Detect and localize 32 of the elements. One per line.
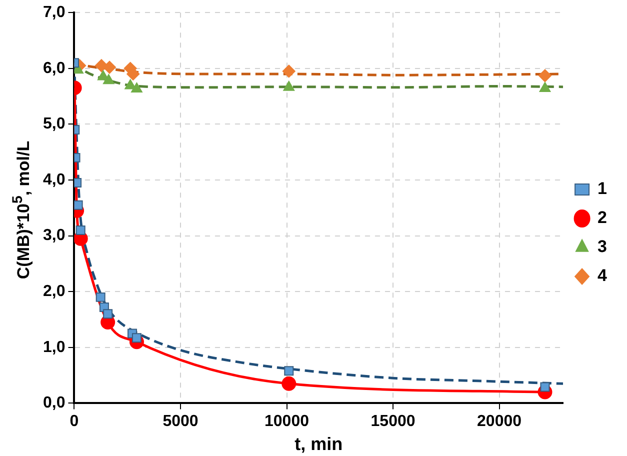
x-tick-label: 10000 (264, 413, 310, 430)
point (103, 60, 116, 74)
point (282, 376, 296, 391)
y-tick-label: 3,0 (42, 227, 66, 244)
y-tick-label: 4,0 (42, 171, 66, 188)
x-tick-label: 5000 (162, 413, 198, 430)
legend-label: 4 (598, 266, 608, 286)
point (74, 200, 83, 210)
point (102, 74, 114, 84)
y-tick-label: 0,0 (42, 394, 66, 412)
y-tick-label: 5,0 (42, 116, 66, 133)
point (538, 69, 552, 82)
point (76, 225, 86, 235)
point (540, 382, 550, 392)
point (539, 82, 551, 92)
y-tick-label: 1,0 (42, 338, 66, 356)
y-tick-label: 7,0 (42, 4, 66, 22)
point (283, 80, 295, 91)
x-tick-label: 20000 (477, 413, 522, 430)
point (103, 309, 113, 319)
y-tick-label: 2,0 (42, 283, 66, 300)
x-tick-label: 15000 (370, 413, 416, 430)
y-tick-label: 6,0 (42, 60, 66, 77)
legend-label: 3 (598, 237, 608, 256)
point (284, 366, 294, 376)
x-tick-label: 0 (70, 413, 79, 430)
point (131, 82, 142, 93)
x-axis-title: t, min (294, 434, 343, 454)
legend-label: 1 (598, 179, 608, 198)
point (282, 64, 296, 78)
legend-label: 2 (598, 208, 608, 228)
point (96, 292, 106, 302)
